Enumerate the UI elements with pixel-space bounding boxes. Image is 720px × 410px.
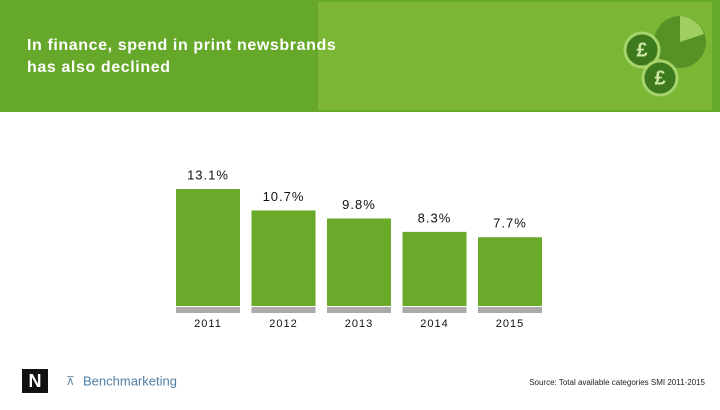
logo-box — [22, 369, 48, 393]
bar-base — [251, 307, 316, 313]
bar — [327, 218, 391, 306]
value-label: 9.8% — [342, 197, 376, 212]
bar — [176, 189, 240, 306]
x-tick-label: 2013 — [345, 318, 373, 330]
bar-base — [327, 307, 391, 313]
source-note: Source: Total available categories SMI 2… — [529, 378, 705, 387]
coin-icons: £ £ — [623, 16, 706, 97]
x-tick-label: 2015 — [496, 318, 524, 330]
logo-mark: ⊼ — [66, 374, 75, 388]
value-label: 10.7% — [263, 189, 305, 204]
logo-n: N — [29, 371, 42, 391]
value-label: 13.1% — [187, 167, 229, 182]
title-line: has also declined — [27, 59, 171, 76]
bar — [402, 231, 467, 306]
x-tick-label: 2011 — [194, 318, 222, 330]
value-label: 8.3% — [418, 210, 452, 225]
bar-base — [402, 307, 467, 313]
plot: 13.1% 2011 10.7% 2012 9.8% 2013 8.3% 2014 7.7% 20… — [176, 167, 542, 330]
value-label: 7.7% — [493, 216, 527, 231]
svg-text:£: £ — [654, 67, 665, 89]
x-tick-label: 2014 — [420, 318, 448, 330]
x-tick-label: 2012 — [269, 318, 297, 330]
bar-base — [478, 307, 542, 313]
bar — [478, 237, 542, 306]
bar — [251, 210, 316, 306]
bar-base — [176, 307, 240, 313]
title-line: In finance, spend in print newsbrands — [27, 37, 336, 54]
logo-benchmarketing: Benchmarketing — [83, 373, 177, 388]
svg-text:£: £ — [636, 39, 647, 61]
